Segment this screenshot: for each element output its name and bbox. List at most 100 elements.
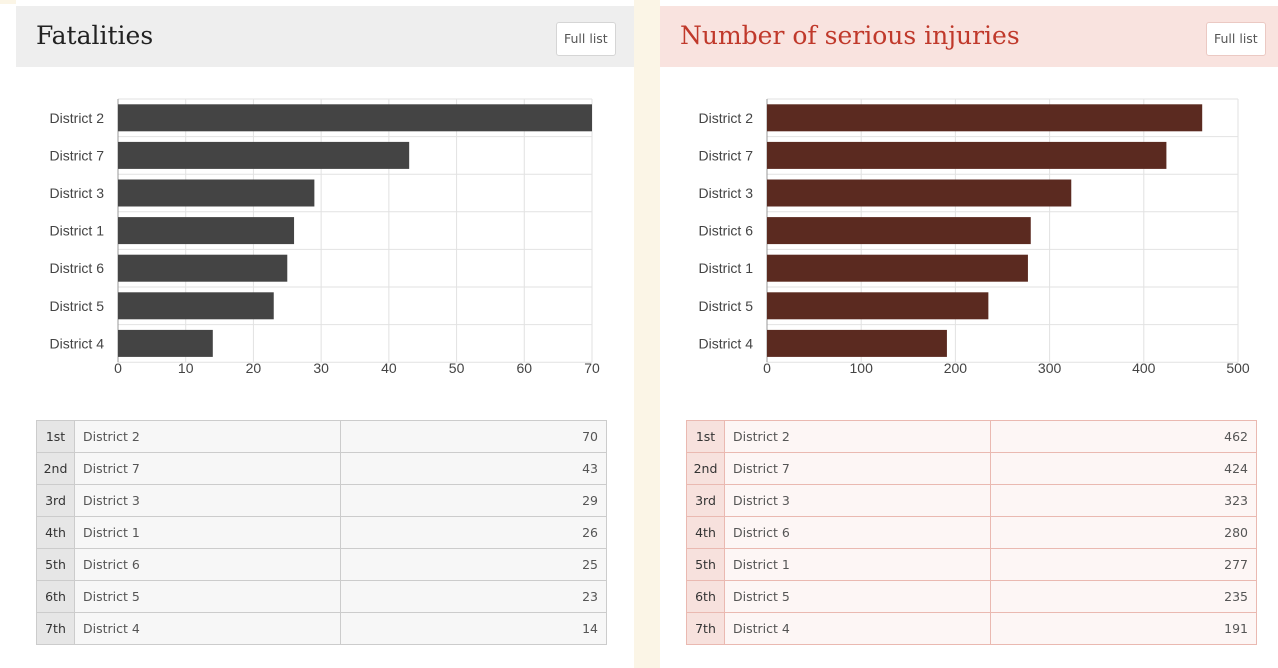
district-cell: District 6 [724, 516, 991, 549]
x-tick-label: 40 [381, 360, 397, 376]
category-label: District 1 [50, 223, 105, 239]
value-cell: 29 [340, 484, 607, 517]
panel-gutter [634, 0, 660, 668]
district-cell: District 4 [724, 612, 991, 645]
bar [767, 292, 989, 320]
ranking-table: 1st District 2 70 2nd District 7 43 3rd Distr… [36, 420, 607, 645]
table-row[interactable]: 1st District 2 70 [36, 420, 607, 453]
panel-header: Number of serious injuries Full list [660, 6, 1278, 67]
category-label: District 3 [50, 185, 105, 201]
value-cell: 43 [340, 452, 607, 485]
table-row[interactable]: 5th District 1 277 [686, 548, 1257, 581]
bar [118, 141, 410, 169]
rank-cell: 1st [36, 420, 75, 453]
panel-title: Number of serious injuries [680, 21, 1020, 50]
district-cell: District 3 [74, 484, 341, 517]
table-row[interactable]: 7th District 4 14 [36, 612, 607, 645]
table-row[interactable]: 5th District 6 25 [36, 548, 607, 581]
x-tick-label: 500 [1226, 360, 1250, 376]
rank-cell: 3rd [686, 484, 725, 517]
category-label: District 7 [699, 147, 754, 163]
rank-cell: 5th [686, 548, 725, 581]
category-label: District 4 [699, 335, 754, 351]
value-cell: 323 [990, 484, 1257, 517]
rank-cell: 7th [36, 612, 75, 645]
rank-cell: 3rd [36, 484, 75, 517]
bar [118, 329, 213, 357]
table-row[interactable]: 6th District 5 235 [686, 580, 1257, 613]
value-cell: 14 [340, 612, 607, 645]
rank-cell: 7th [686, 612, 725, 645]
bar [118, 254, 288, 282]
value-cell: 70 [340, 420, 607, 453]
district-cell: District 2 [74, 420, 341, 453]
category-label: District 1 [699, 260, 754, 276]
rank-cell: 2nd [36, 452, 75, 485]
value-cell: 23 [340, 580, 607, 613]
district-cell: District 5 [724, 580, 991, 613]
category-label: District 2 [699, 110, 754, 126]
district-cell: District 6 [74, 548, 341, 581]
value-cell: 280 [990, 516, 1257, 549]
table-row[interactable]: 2nd District 7 424 [686, 452, 1257, 485]
district-cell: District 2 [724, 420, 991, 453]
panel-title: Fatalities [36, 21, 154, 50]
x-tick-label: 400 [1132, 360, 1156, 376]
fatalities-bar-chart: 0 10 20 30 40 50 60 70 District 2 District 7 Distr… [50, 98, 600, 376]
bar [118, 179, 315, 207]
x-tick-label: 100 [850, 360, 874, 376]
table-row[interactable]: 3rd District 3 29 [36, 484, 607, 517]
category-label: District 4 [50, 335, 105, 351]
serious-injuries-bar-chart: 0 100 200 300 400 500 District 2 District 7 Dist… [699, 98, 1250, 376]
rank-cell: 5th [36, 548, 75, 581]
bar [767, 104, 1203, 132]
full-list-button[interactable]: Full list [556, 22, 616, 56]
table-row[interactable]: 2nd District 7 43 [36, 452, 607, 485]
x-tick-label: 10 [178, 360, 194, 376]
category-label: District 5 [699, 298, 754, 314]
serious-injuries-panel: Number of serious injuries Full list 0 10… [660, 0, 1278, 668]
table-row[interactable]: 7th District 4 191 [686, 612, 1257, 645]
district-cell: District 5 [74, 580, 341, 613]
category-label: District 7 [50, 147, 105, 163]
bar [118, 104, 592, 132]
category-label: District 6 [50, 260, 105, 276]
x-tick-label: 300 [1038, 360, 1062, 376]
bar [767, 141, 1167, 169]
category-label: District 6 [699, 223, 754, 239]
panel-header: Fatalities Full list [16, 6, 634, 67]
value-cell: 462 [990, 420, 1257, 453]
full-list-button[interactable]: Full list [1206, 22, 1266, 56]
ranking-table: 1st District 2 462 2nd District 7 424 3rd Dis… [686, 420, 1257, 645]
x-tick-label: 30 [313, 360, 329, 376]
x-tick-label: 0 [763, 360, 771, 376]
bar [118, 292, 274, 320]
x-tick-label: 60 [516, 360, 532, 376]
table-row[interactable]: 1st District 2 462 [686, 420, 1257, 453]
x-tick-label: 200 [944, 360, 968, 376]
bar [767, 329, 947, 357]
district-cell: District 1 [724, 548, 991, 581]
value-cell: 277 [990, 548, 1257, 581]
rank-cell: 6th [686, 580, 725, 613]
table-row[interactable]: 6th District 5 23 [36, 580, 607, 613]
x-tick-label: 70 [584, 360, 600, 376]
district-cell: District 7 [74, 452, 341, 485]
category-label: District 2 [50, 110, 105, 126]
x-tick-label: 20 [246, 360, 262, 376]
bar [767, 217, 1031, 245]
bar [118, 217, 295, 245]
x-tick-label: 0 [114, 360, 122, 376]
category-label: District 3 [699, 185, 754, 201]
district-cell: District 4 [74, 612, 341, 645]
table-row[interactable]: 3rd District 3 323 [686, 484, 1257, 517]
category-label: District 5 [50, 298, 105, 314]
bar [767, 179, 1072, 207]
district-cell: District 1 [74, 516, 341, 549]
rank-cell: 1st [686, 420, 725, 453]
value-cell: 26 [340, 516, 607, 549]
table-row[interactable]: 4th District 6 280 [686, 516, 1257, 549]
district-cell: District 3 [724, 484, 991, 517]
district-cell: District 7 [724, 452, 991, 485]
table-row[interactable]: 4th District 1 26 [36, 516, 607, 549]
